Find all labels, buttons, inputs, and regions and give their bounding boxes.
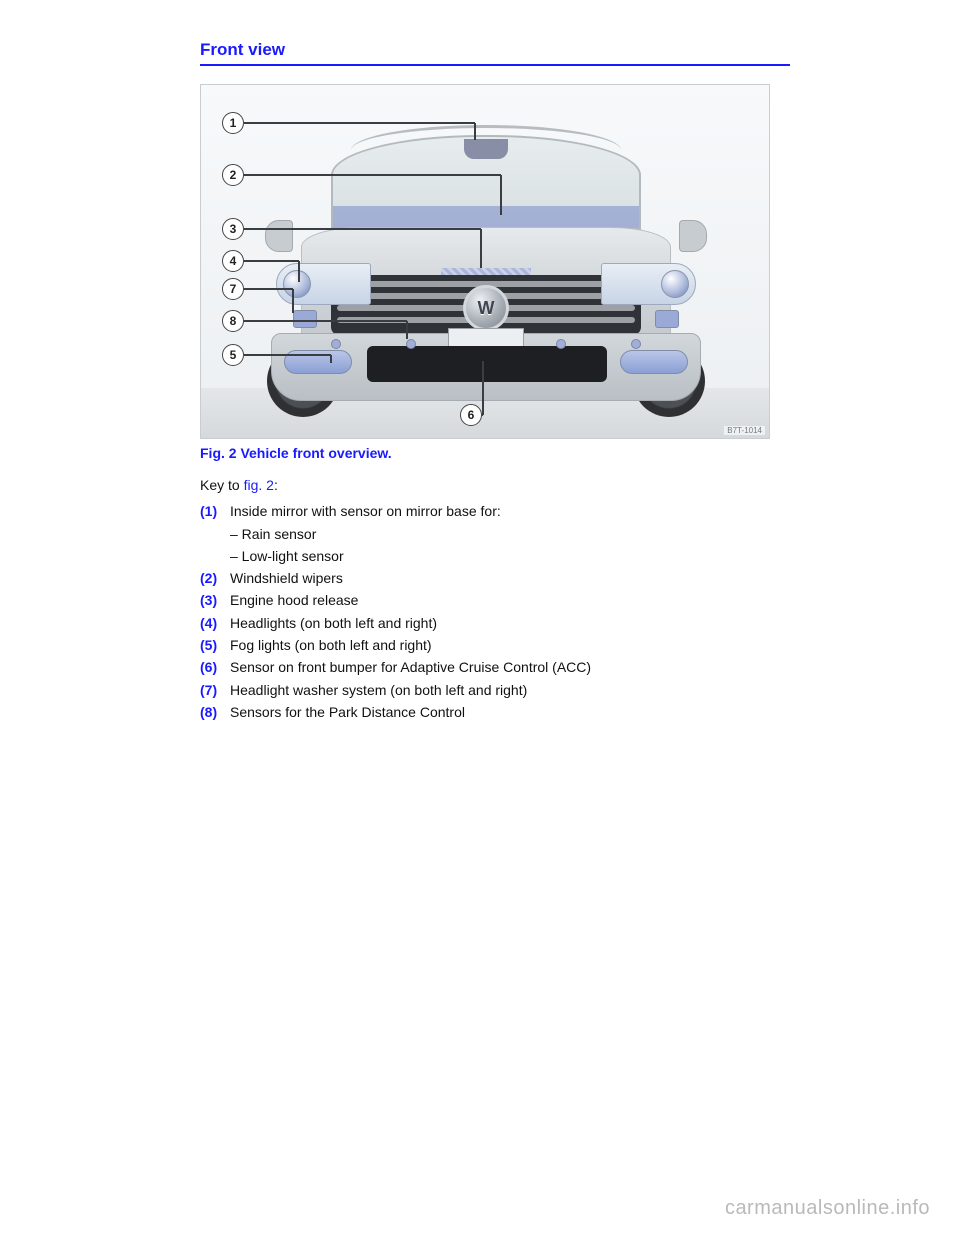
vehicle-front-figure: W B7T-1014 1 2 3 4 7 8 5 6 <box>200 84 770 439</box>
legend-item-number: (4) <box>200 613 230 633</box>
legend-item-text: Engine hood release <box>230 590 358 610</box>
legend-subitem-text: – Rain sensor <box>200 524 316 544</box>
legend-item-number: (5) <box>200 635 230 655</box>
headlight-left <box>276 263 371 305</box>
fog-light-right <box>620 350 688 374</box>
park-sensor <box>406 339 416 349</box>
legend-item-text: Windshield wipers <box>230 568 343 588</box>
leader-line <box>244 260 299 262</box>
leader-line <box>292 289 294 313</box>
leader-line <box>244 122 475 124</box>
leader-line <box>298 261 300 282</box>
headlight-washer-right <box>655 310 679 328</box>
legend-item-number: (6) <box>200 657 230 677</box>
callout-marker: 4 <box>222 250 244 272</box>
leader-line <box>244 320 407 322</box>
leader-line <box>406 321 408 339</box>
legend-intro: Key to fig. 2: <box>200 475 790 495</box>
legend-item-text: Inside mirror with sensor on mirror base… <box>230 501 501 521</box>
callout-marker: 6 <box>460 404 482 426</box>
legend-item-number: (7) <box>200 680 230 700</box>
leader-line <box>480 229 482 268</box>
legend-subitem: – Rain sensor <box>200 524 790 544</box>
side-mirror-right <box>679 220 707 252</box>
legend-intro-prefix: Key to <box>200 477 244 493</box>
callout-marker: 2 <box>222 164 244 186</box>
legend-item: (4)Headlights (on both left and right) <box>200 613 790 633</box>
legend-item-text: Fog lights (on both left and right) <box>230 635 432 655</box>
legend-item: (3)Engine hood release <box>200 590 790 610</box>
legend-item-text: Sensor on front bumper for Adaptive Crui… <box>230 657 591 677</box>
park-sensor <box>331 339 341 349</box>
legend-item-number: (8) <box>200 702 230 722</box>
legend-item-text: Sensors for the Park Distance Control <box>230 702 465 722</box>
leader-line <box>244 354 331 356</box>
headlight-lens <box>661 270 689 298</box>
legend-figure-ref: fig. 2 <box>244 477 274 493</box>
legend-item: (6)Sensor on front bumper for Adaptive C… <box>200 657 790 677</box>
section-title: Front view <box>200 40 790 66</box>
page: Front view W <box>0 0 960 1242</box>
lower-grille <box>367 346 607 382</box>
legend-item-text: Headlights (on both left and right) <box>230 613 437 633</box>
callout-marker: 3 <box>222 218 244 240</box>
legend: Key to fig. 2: (1)Inside mirror with sen… <box>200 475 790 722</box>
legend-item-number: (2) <box>200 568 230 588</box>
leader-line <box>244 174 501 176</box>
legend-item: (8)Sensors for the Park Distance Control <box>200 702 790 722</box>
leader-line <box>244 228 481 230</box>
figure-caption: Fig. 2 Vehicle front overview. <box>200 445 790 461</box>
callout-marker: 8 <box>222 310 244 332</box>
leader-line <box>474 123 476 140</box>
leader-line <box>500 175 502 215</box>
headlight-washer-left <box>293 310 317 328</box>
callout-marker: 7 <box>222 278 244 300</box>
leader-line <box>482 361 484 415</box>
leader-line <box>244 288 293 290</box>
leader-line <box>330 355 332 363</box>
legend-subitem: – Low-light sensor <box>200 546 790 566</box>
park-sensor <box>631 339 641 349</box>
legend-subitem-text: – Low-light sensor <box>200 546 344 566</box>
legend-item-number: (3) <box>200 590 230 610</box>
callout-marker: 5 <box>222 344 244 366</box>
legend-item-text: Headlight washer system (on both left an… <box>230 680 527 700</box>
legend-item: (1)Inside mirror with sensor on mirror b… <box>200 501 790 521</box>
park-sensor <box>556 339 566 349</box>
callout-marker: 1 <box>222 112 244 134</box>
headlight-lens <box>283 270 311 298</box>
legend-item: (2)Windshield wipers <box>200 568 790 588</box>
legend-list: (1)Inside mirror with sensor on mirror b… <box>200 501 790 722</box>
wiper-area <box>333 206 639 228</box>
vw-emblem-icon: W <box>463 285 509 331</box>
inside-mirror-sensor <box>464 139 508 159</box>
legend-item-number: (1) <box>200 501 230 521</box>
legend-item: (7)Headlight washer system (on both left… <box>200 680 790 700</box>
side-mirror-left <box>265 220 293 252</box>
legend-intro-suffix: : <box>274 477 278 493</box>
car-illustration: W <box>271 125 701 405</box>
figure-code: B7T-1014 <box>724 426 765 435</box>
legend-item: (5)Fog lights (on both left and right) <box>200 635 790 655</box>
headlight-right <box>601 263 696 305</box>
windshield <box>331 135 641 230</box>
footer-watermark: carmanualsonline.info <box>725 1197 930 1220</box>
